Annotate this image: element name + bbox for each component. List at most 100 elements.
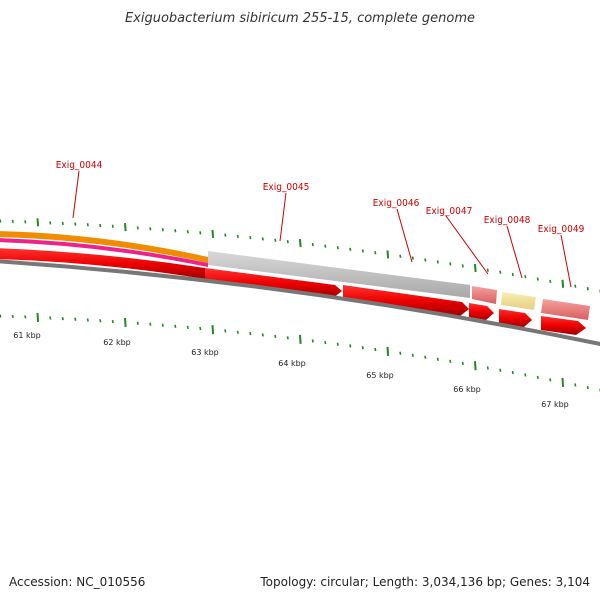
gene-label-exig-0045: Exig_0045 (263, 182, 310, 242)
minor-tick (549, 378, 552, 382)
cds-exig-0047 (469, 303, 494, 320)
major-tick (561, 279, 565, 288)
minor-tick (374, 347, 377, 352)
minor-tick (436, 260, 439, 264)
minor-tick (111, 224, 114, 228)
minor-tick (161, 323, 164, 327)
minor-tick (186, 325, 189, 330)
cds-exig-0046 (343, 285, 469, 316)
minor-tick (449, 262, 452, 266)
major-tick (386, 346, 390, 356)
minor-tick (311, 242, 314, 247)
minor-tick (574, 383, 577, 387)
minor-tick (61, 316, 64, 321)
scale-label: 64 kbp (278, 359, 306, 368)
minor-tick (186, 230, 189, 234)
minor-tick (499, 270, 502, 274)
minor-tick (336, 246, 339, 250)
minor-tick (0, 314, 2, 318)
minor-tick (261, 333, 264, 337)
cds-exig-0048 (499, 309, 532, 327)
major-tick (474, 263, 477, 273)
minor-tick (11, 219, 14, 224)
minor-tick (49, 221, 52, 225)
minor-tick (286, 336, 289, 340)
minor-tick (536, 375, 539, 380)
minor-tick (399, 254, 402, 258)
minor-tick (274, 238, 277, 242)
upper-tick-row (0, 218, 600, 293)
minor-tick (461, 264, 464, 268)
gene-label-text: Exig_0046 (373, 198, 420, 209)
minor-tick (136, 226, 139, 230)
minor-tick (499, 368, 502, 372)
minor-tick (324, 340, 327, 345)
scale-label: 63 kbp (191, 348, 219, 357)
major-tick (211, 229, 215, 239)
minor-tick (236, 234, 239, 239)
minor-tick (161, 228, 164, 232)
accession-text: Accession: NC_010556 (9, 575, 145, 589)
minor-tick (349, 247, 352, 251)
gene-label-exig-0048: Exig_0048 (484, 215, 531, 279)
cds-exig-0045 (205, 268, 342, 298)
major-tick (561, 377, 565, 387)
pink-gene-block-2 (541, 299, 590, 320)
major-tick (124, 317, 127, 327)
minor-tick (399, 351, 402, 355)
scale-label: 67 kbp (541, 400, 569, 409)
gene-label-exig-0046: Exig_0046 (373, 198, 420, 263)
topology-text: Topology: circular; Length: 3,034,136 bp… (259, 575, 590, 589)
orange-band (0, 231, 208, 263)
minor-tick (199, 326, 202, 331)
minor-tick (286, 240, 289, 244)
major-tick (124, 222, 127, 232)
major-tick (211, 325, 215, 335)
minor-tick (361, 249, 364, 253)
gene-label-text: Exig_0049 (538, 224, 585, 235)
major-tick (299, 239, 302, 248)
gene-label-text: Exig_0044 (56, 160, 103, 171)
minor-tick (0, 219, 2, 223)
minor-tick (136, 321, 139, 325)
scale-label: 62 kbp (103, 338, 131, 347)
minor-tick (586, 385, 589, 390)
cds-exig-0044 (0, 248, 205, 279)
major-tick (386, 250, 390, 259)
magenta-band (0, 238, 208, 267)
minor-tick (261, 237, 264, 241)
cds-exig-0049 (541, 316, 586, 335)
minor-tick (224, 329, 227, 333)
scale-label: 65 kbp (366, 371, 394, 380)
minor-tick (74, 317, 77, 321)
minor-tick (236, 330, 239, 334)
minor-tick (174, 229, 177, 233)
genome-backbone (0, 259, 600, 347)
minor-tick (549, 279, 552, 284)
minor-tick (486, 268, 489, 272)
minor-tick (24, 220, 27, 224)
minor-tick (11, 314, 14, 319)
gene-label-text: Exig_0045 (263, 182, 310, 193)
scale-label: 66 kbp (453, 385, 481, 394)
minor-tick (361, 346, 364, 350)
minor-tick (574, 284, 577, 288)
minor-tick (424, 355, 427, 359)
minor-tick (536, 277, 539, 281)
minor-tick (174, 324, 177, 328)
gene-label-text: Exig_0048 (484, 215, 531, 226)
minor-tick (74, 222, 77, 226)
minor-tick (411, 256, 414, 260)
minor-tick (449, 359, 452, 364)
minor-tick (486, 366, 489, 370)
minor-tick (511, 370, 514, 375)
major-tick (36, 218, 40, 227)
minor-tick (99, 223, 102, 228)
minor-tick (349, 344, 352, 348)
minor-tick (336, 342, 339, 346)
gene-label-text: Exig_0047 (426, 206, 473, 217)
scale-label: 61 kbp (13, 331, 41, 340)
minor-tick (461, 361, 464, 366)
minor-tick (524, 373, 527, 377)
